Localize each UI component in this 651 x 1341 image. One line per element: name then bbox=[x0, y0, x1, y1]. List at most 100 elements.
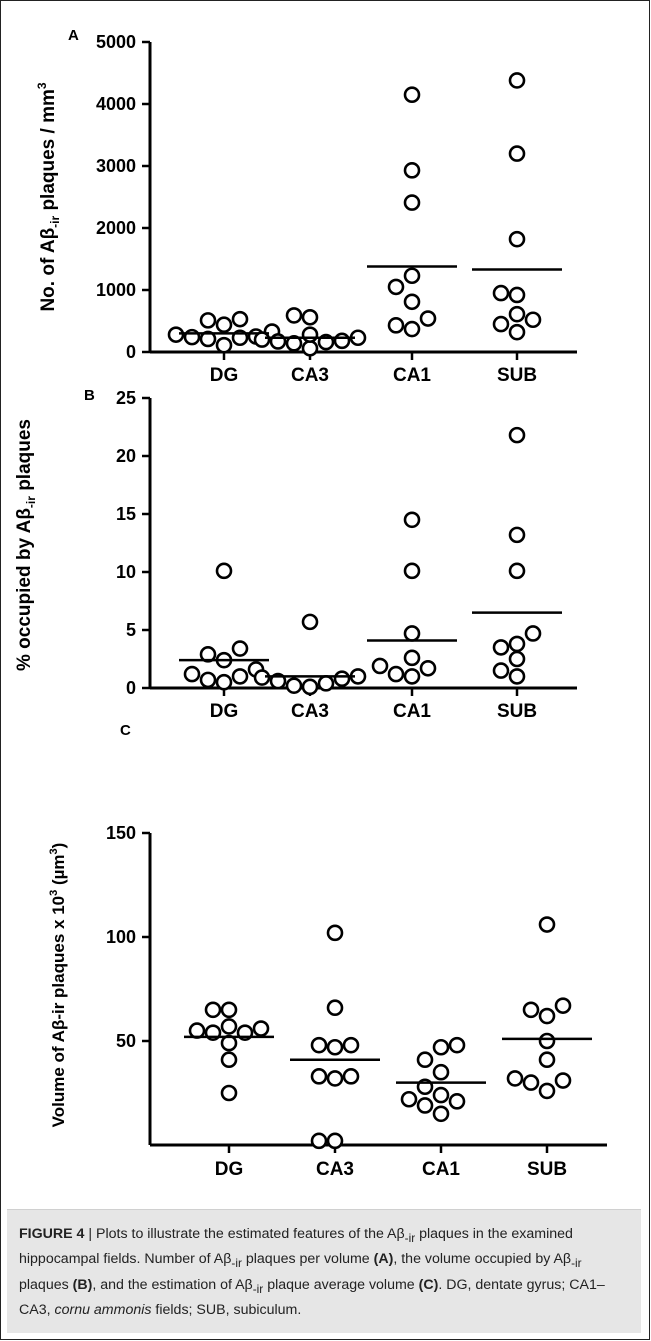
data-point bbox=[231, 310, 249, 328]
data-point bbox=[508, 305, 526, 323]
data-point bbox=[419, 659, 437, 677]
x-tick-label: SUB bbox=[527, 1159, 567, 1180]
data-point bbox=[508, 668, 526, 685]
data-point bbox=[310, 1036, 328, 1054]
panel-label: A bbox=[68, 27, 79, 44]
caption-text: cornu ammonis bbox=[54, 1301, 152, 1318]
data-point bbox=[403, 293, 421, 311]
data-point bbox=[522, 1074, 540, 1091]
y-tick-label: 0 bbox=[126, 678, 136, 698]
data-point bbox=[538, 1051, 556, 1069]
data-point bbox=[253, 331, 271, 348]
data-point bbox=[416, 1097, 434, 1114]
data-point bbox=[538, 916, 556, 933]
data-point bbox=[432, 1105, 450, 1123]
caption-separator: | bbox=[84, 1226, 97, 1242]
data-point bbox=[508, 426, 526, 444]
data-point bbox=[220, 1051, 238, 1069]
data-point bbox=[508, 635, 526, 653]
data-point bbox=[231, 640, 249, 657]
x-tick-label: CA3 bbox=[291, 365, 329, 386]
data-point bbox=[326, 1038, 344, 1056]
data-point bbox=[492, 284, 510, 302]
data-point bbox=[342, 1068, 360, 1085]
data-point bbox=[403, 194, 421, 211]
data-point bbox=[215, 562, 233, 580]
data-point bbox=[492, 315, 510, 333]
data-point bbox=[188, 1022, 206, 1039]
caption-panel-ref: (B) bbox=[72, 1276, 93, 1293]
data-point bbox=[301, 613, 319, 631]
data-point bbox=[506, 1070, 524, 1087]
caption-subscript: -ir bbox=[571, 1256, 582, 1271]
x-tick-label: CA3 bbox=[291, 701, 329, 722]
caption-subscript: -ir bbox=[404, 1230, 416, 1245]
data-point bbox=[326, 924, 344, 942]
data-point bbox=[403, 86, 421, 103]
data-point bbox=[371, 657, 389, 675]
data-point bbox=[215, 316, 233, 334]
x-tick-label: CA1 bbox=[393, 365, 431, 386]
y-tick-label: 150 bbox=[106, 823, 136, 843]
y-tick-label: 0 bbox=[126, 342, 136, 362]
data-point bbox=[220, 1084, 238, 1102]
data-point bbox=[301, 308, 319, 326]
data-point bbox=[403, 625, 421, 642]
y-tick-label: 5000 bbox=[96, 32, 136, 52]
y-tick-label: 25 bbox=[116, 388, 136, 408]
data-point bbox=[220, 1018, 238, 1035]
data-point bbox=[403, 267, 421, 285]
caption-label: FIGURE 4 bbox=[19, 1226, 85, 1242]
caption-text: fields; SUB, subiculum. bbox=[151, 1301, 302, 1318]
data-point bbox=[403, 320, 421, 338]
data-point bbox=[508, 286, 526, 304]
x-tick-label: CA1 bbox=[393, 701, 431, 722]
data-point bbox=[310, 1068, 328, 1085]
x-tick-label: SUB bbox=[497, 701, 537, 722]
y-tick-label: 15 bbox=[116, 504, 136, 524]
caption-subscript: -ir bbox=[231, 1256, 242, 1271]
data-point bbox=[285, 677, 303, 694]
data-point bbox=[326, 1132, 344, 1150]
data-point bbox=[333, 670, 351, 688]
data-point bbox=[508, 650, 526, 668]
x-tick-label: DG bbox=[210, 701, 239, 722]
x-tick-label: CA1 bbox=[422, 1159, 460, 1180]
data-point bbox=[432, 1063, 450, 1081]
data-point bbox=[231, 668, 249, 685]
data-point bbox=[403, 562, 421, 580]
data-point bbox=[492, 639, 510, 656]
y-tick-label: 1000 bbox=[96, 280, 136, 300]
data-point bbox=[524, 311, 542, 329]
data-point bbox=[416, 1051, 434, 1069]
data-point bbox=[554, 997, 572, 1014]
data-point bbox=[199, 312, 217, 329]
data-point bbox=[524, 625, 542, 642]
data-point bbox=[199, 671, 217, 689]
data-point bbox=[419, 310, 437, 327]
data-point bbox=[220, 1034, 238, 1052]
y-axis-label: % occupied by Aβ-ir plaques bbox=[14, 419, 38, 671]
data-point bbox=[301, 339, 319, 357]
y-tick-label: 2000 bbox=[96, 218, 136, 238]
y-axis-label: No. of Aβ-ir plaques / mm3 bbox=[35, 82, 62, 311]
data-point bbox=[387, 317, 405, 334]
caption-panel-ref: (A) bbox=[373, 1251, 394, 1268]
x-tick-label: DG bbox=[210, 365, 239, 386]
data-point bbox=[301, 678, 319, 696]
data-point bbox=[448, 1036, 466, 1054]
caption-text: Plots to illustrate the estimated featur… bbox=[96, 1226, 405, 1242]
data-point bbox=[220, 1001, 238, 1019]
data-point bbox=[310, 1132, 328, 1150]
y-tick-label: 100 bbox=[106, 927, 136, 947]
data-point bbox=[285, 307, 303, 324]
data-point bbox=[508, 72, 526, 89]
data-point bbox=[317, 675, 335, 692]
data-point bbox=[508, 323, 526, 341]
y-tick-label: 3000 bbox=[96, 156, 136, 176]
data-point bbox=[400, 1090, 418, 1108]
y-tick-label: 50 bbox=[116, 1031, 136, 1051]
data-point bbox=[448, 1093, 466, 1110]
panel-label: C bbox=[120, 722, 131, 739]
